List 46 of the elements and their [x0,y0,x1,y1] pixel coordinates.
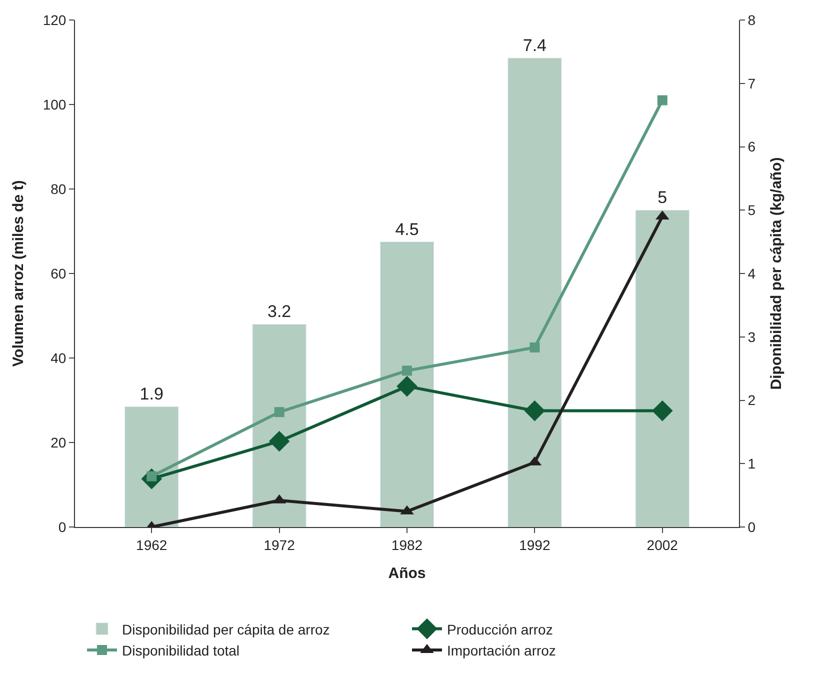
legend-label: Importación arroz [447,642,556,658]
data-label: 5 [658,188,668,208]
bar [124,406,179,527]
x-tick-label: 1972 [264,536,296,553]
y2-tick-label: 8 [748,12,756,28]
y2-tick-label: 2 [748,392,756,408]
y-tick-label: 60 [50,265,66,282]
x-tick-label: 2002 [646,536,678,553]
point [657,95,668,106]
y2-axis-title: Diponibilidad per cápita (kg/año) [768,157,785,390]
x-tick-label: 1982 [391,536,423,553]
y-tick-label: 100 [42,96,66,112]
point [396,376,418,397]
y2-tick-label: 4 [748,265,756,282]
data-label: 4.5 [395,220,419,239]
y2-tick-label: 6 [748,138,756,155]
x-axis-title: Años [388,564,426,582]
bar [635,210,690,527]
y2-tick-label: 3 [748,328,756,345]
data-label: 1.9 [140,384,164,404]
y2-tick-label: 7 [748,75,756,92]
data-label: 7.4 [522,36,547,56]
point [268,430,290,452]
point [402,366,412,376]
legend-label: Disponibilidad per cápita de arroz [122,621,330,638]
legend-label: Disponibilidad total [122,642,240,658]
y-tick-label: 20 [50,434,66,450]
legend-label: Producción arroz [447,621,553,638]
y2-tick-label: 1 [748,456,756,472]
point [530,342,540,352]
point [274,407,284,418]
x-tick-label: 1962 [136,536,168,553]
bar [508,58,562,527]
point [652,400,673,422]
y-tick-label: 80 [50,180,66,197]
y-tick-label: 40 [50,350,66,366]
y-tick-label: 0 [58,518,66,535]
y-axis-title: Volumen arroz (miles de t) [10,180,28,367]
y2-tick-label: 5 [748,202,756,218]
point [524,400,546,422]
y2-tick-label: 0 [748,518,756,535]
data-label: 3.2 [267,302,292,322]
y-tick-label: 120 [42,12,66,28]
x-tick-label: 1992 [519,536,550,553]
bar [252,324,306,527]
bar [380,242,434,527]
